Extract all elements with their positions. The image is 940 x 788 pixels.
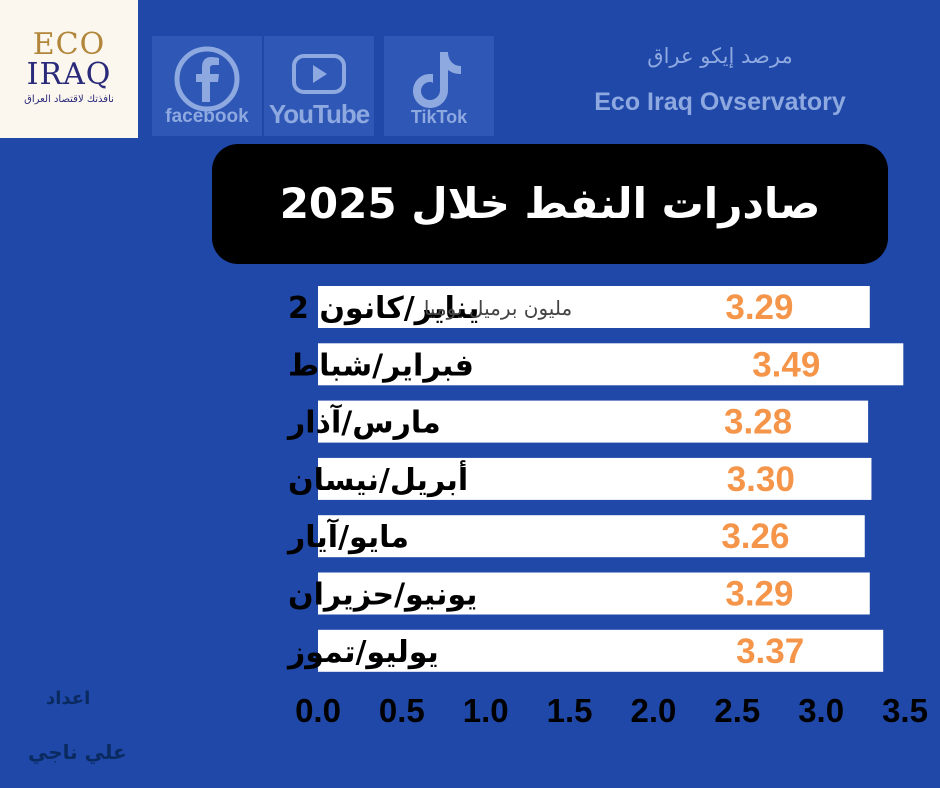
youtube-icon <box>292 54 346 94</box>
x-tick-label: 3.5 <box>882 692 928 729</box>
facebook-label: facebook <box>165 106 249 127</box>
observatory-name-arabic: مرصد إيكو عراق <box>647 44 793 68</box>
youtube-label: YouTube <box>268 99 370 129</box>
facebook-badge[interactable]: facebook <box>152 36 262 136</box>
category-label: يونيو/حزيران <box>288 578 477 613</box>
x-tick-label: 2.0 <box>630 692 676 729</box>
tiktok-label: TikTok <box>410 107 468 127</box>
credit-prepared-by: اعداد <box>46 688 91 709</box>
bar <box>318 343 904 386</box>
category-label: يوليو/تموز <box>286 635 439 670</box>
category-label: فبراير/شباط <box>288 348 474 383</box>
chart-title: صادرات النفط خلال 2025 <box>212 144 888 264</box>
x-tick-label: 3.0 <box>798 692 844 729</box>
category-label: مايو/آيار <box>286 518 409 555</box>
data-label: 3.49 <box>752 345 820 384</box>
category-label: يناير/كانون 2 <box>288 291 479 326</box>
logo-line-eco: ECO <box>32 27 106 62</box>
x-tick-label: 2.5 <box>714 692 760 729</box>
youtube-badge[interactable]: YouTube <box>264 36 374 136</box>
category-label: أبريل/نيسان <box>288 460 468 498</box>
eco-iraq-logo: ECO IRAQ نافذتك لاقتصاد العراق <box>0 0 138 138</box>
credit-author: علي ناجي <box>28 740 127 764</box>
data-label: 3.29 <box>725 575 793 614</box>
x-tick-label: 0.0 <box>295 692 341 729</box>
data-label: 3.28 <box>724 403 792 442</box>
tiktok-icon <box>413 52 461 108</box>
x-tick-label: 1.0 <box>463 692 509 729</box>
data-label: 3.30 <box>727 460 795 499</box>
bar <box>318 400 869 443</box>
logo-line-iraq: IRAQ <box>26 57 112 92</box>
bar <box>318 457 872 500</box>
category-label: مارس/آذار <box>286 404 441 441</box>
bar <box>318 286 870 328</box>
logo-tagline: نافذتك لاقتصاد العراق <box>24 94 114 105</box>
bar <box>318 629 884 672</box>
observatory-name-english: Eco Iraq Ovservatory <box>594 88 846 116</box>
data-label: 3.26 <box>721 517 789 556</box>
data-label: 3.29 <box>725 288 793 327</box>
bar <box>318 572 870 615</box>
bar <box>318 515 865 558</box>
facebook-icon <box>174 46 240 112</box>
data-label: 3.37 <box>736 632 804 671</box>
unit-annotation: مليون برميل يوميا <box>424 296 572 320</box>
x-tick-label: 1.5 <box>547 692 593 729</box>
tiktok-badge[interactable]: TikTok <box>384 36 494 136</box>
x-tick-label: 0.5 <box>379 692 425 729</box>
